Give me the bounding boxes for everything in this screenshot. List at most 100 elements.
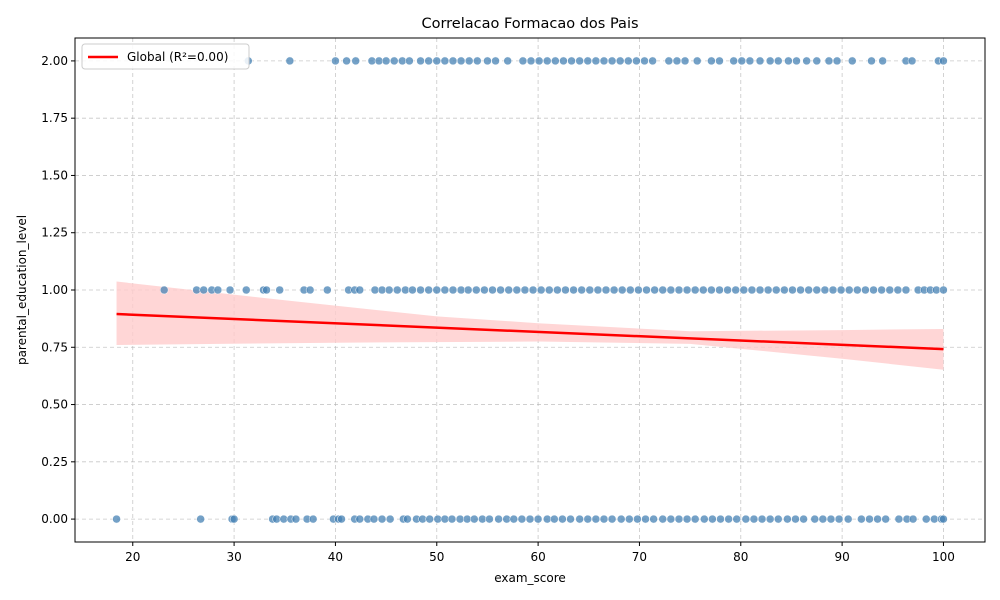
scatter-point [534, 56, 544, 66]
scatter-point [440, 285, 450, 295]
scatter-point [517, 514, 527, 524]
scatter-point [893, 285, 903, 295]
scatter-point [567, 56, 576, 66]
scatter-point [480, 285, 489, 295]
scatter-point [716, 514, 725, 524]
scatter-point [741, 514, 751, 524]
legend-box [81, 43, 250, 70]
scatter-point [585, 285, 595, 295]
scatter-point [367, 56, 377, 66]
scatter-point [843, 514, 853, 524]
y-tick-label: 0.00 [41, 512, 68, 526]
scatter-point [869, 285, 878, 295]
scatter-point [433, 514, 443, 524]
scatter-point [616, 514, 626, 524]
scatter-point [749, 514, 759, 524]
scatter-point [424, 285, 433, 295]
scatter-point [792, 56, 801, 66]
scatter-point [392, 285, 402, 295]
confidence-band-layer [116, 281, 944, 370]
scatter-point [593, 285, 603, 295]
scatter-point [812, 56, 822, 66]
scatter-point [757, 514, 767, 524]
scatter-point [828, 285, 838, 295]
scatter-point [648, 56, 657, 66]
scatter-point [496, 285, 505, 295]
scatter-point [804, 285, 813, 295]
scatter-point [739, 285, 749, 295]
scatter-point [424, 56, 433, 66]
y-axis-ticks: 0.00 0.25 0.50 0.75 1.00 1.25 1.50 1.75 2.00 [41, 54, 75, 526]
x-tick-label: 60 [530, 550, 545, 564]
scatter-point [542, 514, 552, 524]
scatter-point [213, 285, 223, 295]
scatter-point [609, 285, 619, 295]
scatter-point [323, 285, 332, 295]
scatter-point [425, 514, 434, 524]
scatter-point [791, 514, 800, 524]
scatter-point [569, 285, 578, 295]
y-tick-label: 1.00 [41, 283, 68, 297]
scatter-point [824, 56, 834, 66]
scatter-point [456, 56, 466, 66]
scatter-point [774, 56, 783, 66]
scatter-point [384, 285, 394, 295]
scatter-point [536, 285, 546, 295]
x-tick-label: 20 [125, 550, 140, 564]
scatter-point [192, 285, 201, 295]
scatter-point [847, 56, 857, 66]
scatter-point [930, 514, 939, 524]
x-tick-label: 40 [328, 550, 343, 564]
scatter-point [715, 285, 724, 295]
scatter-point [416, 56, 425, 66]
scatter-point [385, 514, 395, 524]
scatter-point [745, 56, 755, 66]
scatter-point [440, 514, 450, 524]
scatter-point [502, 514, 511, 524]
scatter-point [525, 514, 535, 524]
scatter-point [494, 514, 503, 524]
scatter-point [553, 285, 562, 295]
scatter-point [649, 514, 658, 524]
scatter-point [810, 514, 820, 524]
scatter-point [642, 285, 651, 295]
x-axis-label: exam_score [494, 571, 566, 585]
scatter-points [112, 56, 948, 524]
scatter-point [355, 285, 365, 295]
x-tick-label: 100 [932, 550, 955, 564]
scatter-point [196, 514, 205, 524]
scatter-point [520, 285, 530, 295]
scatter-point [199, 285, 208, 295]
scatter-point [607, 514, 617, 524]
scatter-point [601, 285, 611, 295]
scatter-point [331, 56, 340, 66]
scatter-point [470, 514, 479, 524]
scatter-point [377, 514, 387, 524]
x-tick-label: 90 [834, 550, 849, 564]
y-tick-label: 1.25 [41, 226, 68, 240]
scatter-point [607, 56, 617, 66]
scatter-point [853, 285, 862, 295]
scatter-point [799, 514, 808, 524]
scatter-point [617, 285, 627, 295]
scatter-point [747, 285, 757, 295]
scatter-point [877, 285, 886, 295]
scatter-point [377, 285, 387, 295]
regression-line [116, 312, 944, 351]
scatter-point [783, 514, 792, 524]
scatter-point [308, 514, 318, 524]
scatter-point [878, 56, 887, 66]
scatter-point [763, 285, 773, 295]
scatter-point [818, 514, 828, 524]
x-tick-label: 50 [429, 550, 444, 564]
scatter-point [729, 56, 738, 66]
scatter-point [416, 285, 425, 295]
scatter-point [401, 285, 410, 295]
x-tick-label: 70 [632, 550, 647, 564]
scatter-point [355, 514, 365, 524]
scatter-point [680, 56, 690, 66]
scatter-point [692, 56, 702, 66]
scatter-point [509, 514, 519, 524]
scatter-point [432, 285, 442, 295]
scatter-point [932, 285, 941, 295]
